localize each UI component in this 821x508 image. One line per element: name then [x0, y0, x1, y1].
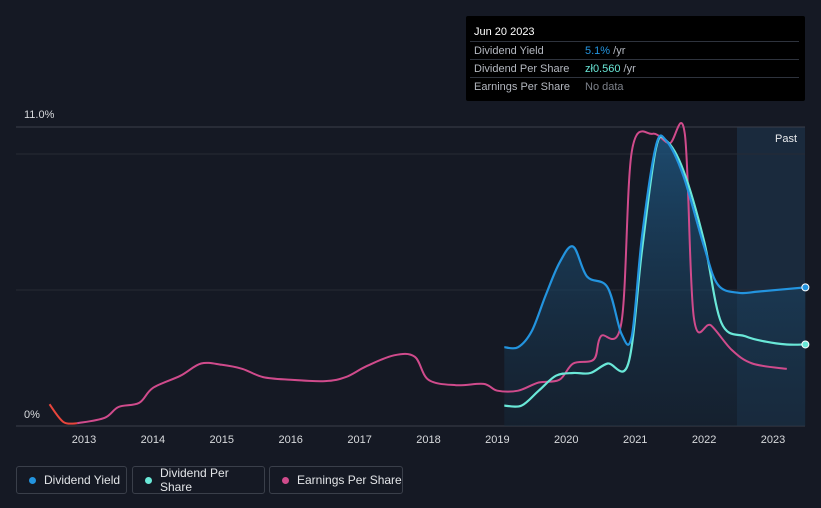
past-label: Past [775, 133, 797, 145]
legend-label: Dividend Per Share [160, 466, 229, 494]
legend-dot-icon [282, 476, 289, 484]
tooltip-value: zł0.560 /yr [585, 63, 636, 75]
tooltip-date: Jun 20 2023 [474, 26, 535, 38]
dividend-yield-area [504, 135, 806, 426]
x-tick-label: 2021 [623, 434, 647, 446]
x-tick-label: 2016 [278, 434, 302, 446]
x-tick-label: 2017 [347, 434, 371, 446]
legend-label: Dividend Yield [44, 473, 121, 487]
series-layer [48, 122, 810, 425]
x-tick-label: 2020 [554, 434, 578, 446]
dividend-per-share-line [504, 135, 806, 408]
legend-item-earnings-per-share[interactable]: Earnings Per Share [269, 466, 403, 494]
tooltip: Jun 20 2023 Dividend Yield 5.1% /yr Divi… [466, 16, 805, 101]
x-tick-label: 2023 [761, 434, 785, 446]
tooltip-label: Dividend Per Share [474, 63, 570, 75]
x-tick-label: 2019 [485, 434, 509, 446]
dividend-yield-end-marker [801, 283, 810, 292]
dividend-yield-line [504, 134, 806, 350]
tooltip-label: Dividend Yield [474, 45, 544, 57]
x-axis-ticks: 2013 2014 2015 2016 2017 2018 2019 2020 2021 2022… [72, 434, 785, 446]
y-tick-top: 11.0% [24, 109, 55, 121]
tooltip-label: Earnings Per Share [474, 81, 570, 93]
dividend-per-share-end-marker [801, 340, 810, 349]
earnings-per-share-line [76, 122, 787, 425]
legend-label: Earnings Per Share [297, 473, 402, 487]
tooltip-row-dividend-per-share: Dividend Per Share zł0.560 /yr [470, 59, 799, 78]
x-tick-label: 2015 [210, 434, 234, 446]
x-tick-label: 2013 [72, 434, 96, 446]
legend-dot-icon [29, 476, 36, 484]
tooltip-row-dividend-yield: Dividend Yield 5.1% /yr [470, 41, 799, 60]
tooltip-row-earnings-per-share: Earnings Per Share No data [470, 77, 799, 96]
y-tick-bottom: 0% [24, 409, 40, 421]
x-tick-label: 2018 [416, 434, 440, 446]
tooltip-value: 5.1% /yr [585, 45, 626, 57]
x-tick-label: 2014 [141, 434, 165, 446]
tooltip-value: No data [585, 81, 624, 93]
earnings-per-share-line-early [48, 403, 78, 425]
legend-item-dividend-yield[interactable]: Dividend Yield [16, 466, 127, 494]
legend-dot-icon [145, 476, 152, 484]
x-tick-label: 2022 [692, 434, 716, 446]
legend-item-dividend-per-share[interactable]: Dividend Per Share [132, 466, 265, 494]
